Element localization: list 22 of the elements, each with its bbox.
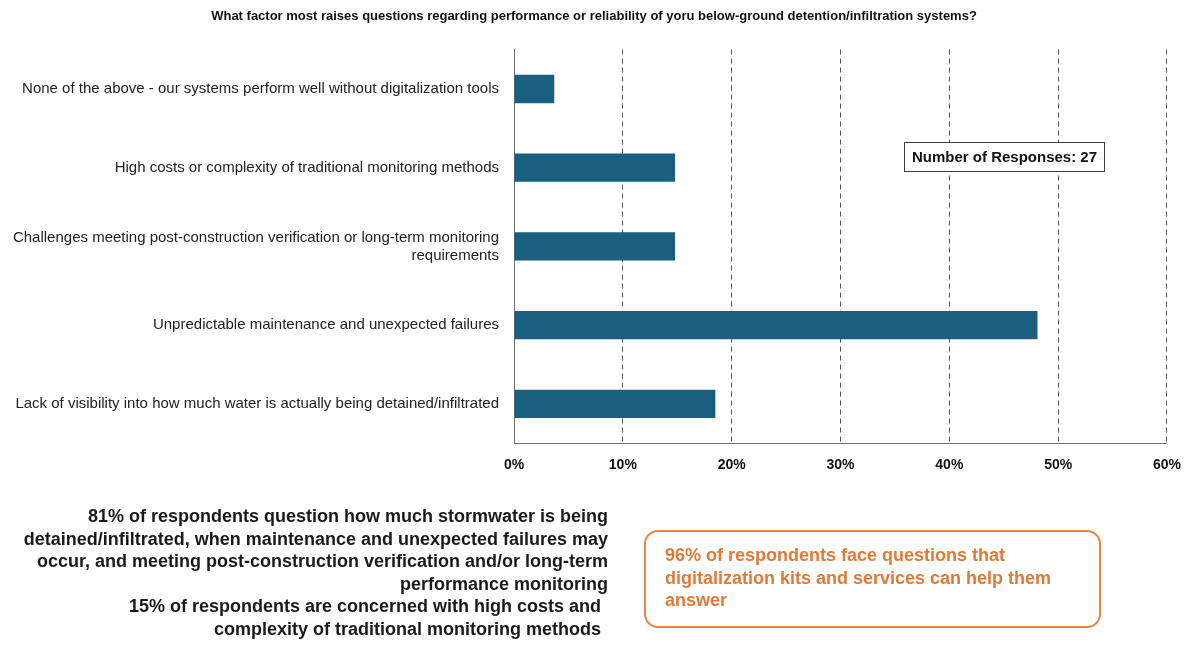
bar [514, 310, 1038, 340]
annotation: Number of Responses: 27 [904, 142, 1106, 172]
bar [514, 153, 676, 182]
y-tick-label: Challenges meeting post-construction verification or long-term monitoring requirements [12, 227, 499, 263]
y-tick-label: Lack of visibility into how much water is actually being detained/infiltrated [15, 393, 499, 411]
chart-title: What factor most raises questions regarding performance or reliability of yoru below-ground detention/infiltration systems? [211, 8, 977, 24]
x-tick-label: 20% [717, 456, 747, 473]
y-tick-label: High costs or complexity of traditional monitoring methods [114, 157, 499, 175]
y-tick-label: Unpredictable maintenance and unexpected failures [152, 315, 499, 333]
x-tick-label: 50% [1044, 456, 1073, 473]
bar [514, 389, 716, 419]
text: 96% of respondents face questions that digitalization kits and services can help them answer [644, 530, 1101, 628]
bar [514, 74, 555, 104]
y-tick-label: None of the above - our systems perform well without digitalization tools [22, 79, 499, 97]
text: 15% of respondents are concerned with high costs and complexity of traditional monitoring methods [127, 595, 601, 641]
text: 81% of respondents question how much stormwater is being detained/infiltrated, when maintenance and unexpected failures may occur, and meeting post-construction verification and/or long-term performance monitoring [22, 505, 608, 595]
x-tick-label: 0% [503, 456, 525, 473]
bar [514, 232, 676, 261]
x-tick-label: 30% [826, 456, 856, 473]
x-tick-label: 40% [935, 456, 964, 473]
x-tick-label: 10% [608, 456, 638, 473]
x-tick-label: 60% [1152, 456, 1182, 473]
